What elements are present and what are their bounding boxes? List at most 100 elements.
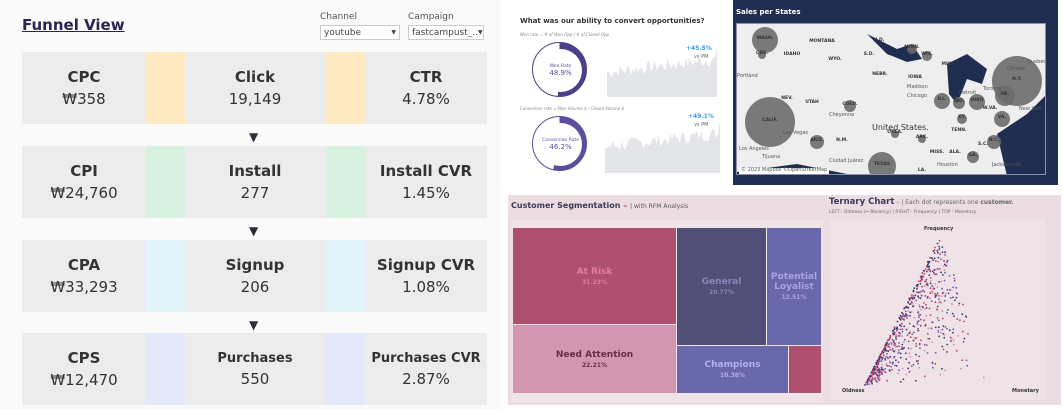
customer-dot [953,277,956,280]
customer-dot [931,321,933,324]
sales-bubble[interactable] [957,114,967,124]
cost-cell: CPC ₩358 [22,52,146,124]
customer-dot [942,265,945,267]
segment-champions[interactable]: Champions 10.38% [677,346,788,393]
customer-dot [940,280,943,283]
customer-dot [920,339,922,342]
customer-dot [941,287,943,290]
state-label: N.M. [836,138,848,143]
customer-dot [919,282,922,285]
sales-bubble[interactable] [969,94,985,110]
customer-dot [911,297,914,300]
segmentation-title: Customer Segmentation – | with RFM Analy… [511,201,688,210]
customer-dot [906,314,909,317]
channel-select[interactable]: youtube ▼ [320,25,400,40]
customer-dot [926,264,929,267]
customer-dot [914,294,917,297]
segment-need-attention[interactable]: Need Attention 22.21% [513,325,676,393]
customer-dot [918,280,920,283]
conversion-rate-donut: Conversion Rate 46.2% [532,116,587,171]
sales-bubble[interactable] [891,130,899,138]
segment-at-risk[interactable]: At Risk 31.23% [513,228,676,324]
step-cell: Purchases 550 [185,333,325,405]
sales-bubble[interactable] [995,86,1015,106]
customer-dot [908,332,911,335]
customer-dot [885,344,887,347]
customer-dot [928,297,931,300]
customer-dot [940,295,943,298]
won-rate-sparkline [607,47,717,97]
customer-dot [885,343,887,345]
customer-dot [932,366,934,369]
customer-dot [920,276,923,279]
won-vs: vs PM [694,54,709,60]
sales-bubble[interactable] [994,111,1010,127]
customer-dot [892,357,895,360]
customer-dot [912,339,915,342]
customer-dot [884,371,887,374]
sales-map-panel: Sales per States WASH. MONTANA N.D. MINN. ID… [733,0,1058,185]
sales-bubble[interactable] [758,51,766,59]
customer-dot [918,343,921,346]
rate-value: 2.87% [402,369,450,388]
sales-bubble[interactable] [844,100,856,112]
customer-dot [912,363,915,366]
customer-dot [933,252,936,254]
sales-bubble[interactable] [967,151,979,163]
state-label: W.VA. [982,106,998,111]
color-strip [325,240,365,312]
sales-bubble[interactable] [934,93,950,109]
sales-bubble[interactable] [953,97,965,109]
customer-dot [943,260,945,263]
customer-dot [895,365,898,367]
customer-dot [952,343,955,346]
state-label: NEBR. [872,72,888,77]
customer-dot [937,331,940,334]
conv-formula: Conversion rate = Won Volume $ / Closed … [520,106,625,111]
customer-dot [917,312,920,315]
segment-general[interactable]: General 20.77% [677,228,766,345]
customer-dot [874,369,876,372]
customer-dot [885,349,888,352]
customer-dot [899,315,902,317]
customer-dot [880,360,883,362]
customer-dot [886,364,889,367]
city-label: Madison [907,84,928,90]
customer-dot [939,258,942,261]
customer-dot [868,379,871,382]
sales-bubble[interactable] [868,152,896,174]
sales-bubble[interactable] [745,97,795,147]
customer-dot [922,306,924,309]
down-arrow-icon: ▼ [249,224,259,238]
customer-dot [895,334,898,337]
customer-dot [868,382,871,385]
sales-bubble[interactable] [907,44,917,54]
customer-dot [899,319,902,321]
segment-pct: 20.77% [709,289,734,296]
rate-value: 4.78% [402,90,450,108]
customer-dot [872,367,875,370]
sales-bubble[interactable] [752,27,778,53]
customer-dot [952,339,955,342]
customer-dot [929,314,932,316]
sales-bubble[interactable] [810,135,824,149]
customer-dot [955,349,958,352]
segment-other[interactable] [789,346,821,393]
state-label: N.C. [988,138,1000,143]
customer-dot [890,343,893,346]
customer-dot [928,307,931,310]
sales-bubble[interactable] [987,135,1001,149]
sales-bubble[interactable] [918,135,926,143]
segment-potential-loyalist[interactable]: Potential Loyalist 12.51% [767,228,821,345]
customer-dot [907,340,910,343]
state-label: TEXAS [873,162,891,167]
color-strip [325,146,365,218]
campaign-select[interactable]: fastcampust_.. ▼ [408,25,484,40]
won-rate-donut: Won Rate 48.9% [532,42,587,97]
step-name: Click [234,68,276,86]
customer-dot [967,333,969,335]
customer-dot [901,330,904,333]
us-map[interactable]: WASH. MONTANA N.D. MINN. IDAHO ORE. WYO. S.D. WI… [736,23,1046,175]
step-cell: Signup 206 [185,240,325,312]
sales-bubble[interactable] [922,51,932,61]
